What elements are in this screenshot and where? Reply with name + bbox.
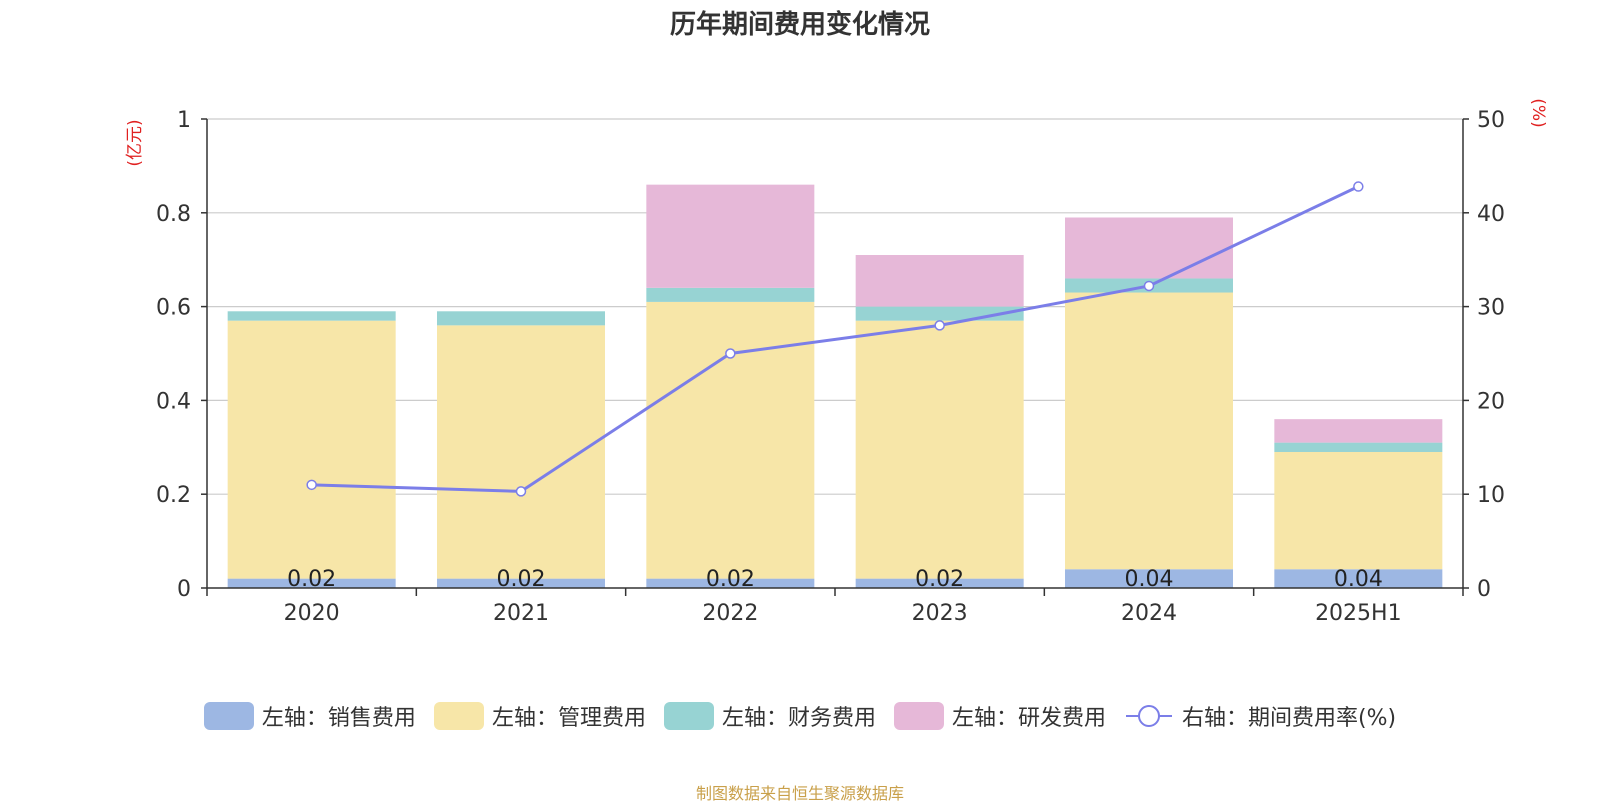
chart-title: 历年期间费用变化情况 [669, 10, 930, 40]
rate-line [311, 185, 1359, 493]
x-axis-tick-label: 2020 [284, 601, 340, 626]
rate-point [515, 486, 527, 497]
legend-swatch-sales [203, 702, 254, 730]
bar-data-label: 0.02 [706, 567, 755, 592]
legend-label-rate: 右轴：期间费用率(%) [1181, 706, 1397, 731]
bar-data-label: 0.02 [497, 567, 546, 592]
x-axis-tick-label: 2025H1 [1315, 601, 1402, 626]
left-axis-unit-label: (亿元) [125, 119, 145, 166]
bar-segment-0 [1274, 569, 1443, 588]
bar-segment-0 [1065, 569, 1233, 588]
right-axis-tick-label: 30 [1477, 296, 1505, 321]
right-axis-unit-label: (%) [1528, 98, 1548, 127]
bar-segment-3 [646, 184, 815, 288]
legend-label-admin: 左轴：管理费用 [491, 706, 646, 731]
bar-segment-3 [855, 255, 1024, 307]
left-axis-tick-label: 1 [177, 108, 191, 133]
left-axis-tick-label: 0.8 [156, 202, 191, 227]
bar-segment-1 [227, 320, 396, 579]
bar-segment-2 [227, 311, 396, 321]
bar-data-label: 0.04 [1125, 567, 1174, 592]
source-note: 制图数据来自恒生聚源数据库 [695, 784, 904, 803]
legend-item-finance[interactable]: 左轴：财务费用 [663, 700, 876, 732]
rate-point [1353, 181, 1364, 192]
legend-label-rd: 左轴：研发费用 [951, 706, 1106, 731]
legend-swatch-finance [663, 702, 714, 730]
legend-label-finance: 左轴：财务费用 [721, 706, 876, 731]
bar-segment-0 [646, 578, 815, 588]
bar-segment-2 [437, 311, 605, 326]
left-axis-tick-label: 0.6 [156, 296, 191, 321]
legend: 左轴：销售费用 左轴：管理费用 左轴：财务费用 左轴：研发费用 右轴：期间费用率… [0, 700, 1600, 732]
x-axis-tick-label: 2021 [493, 601, 549, 626]
legend-item-rate[interactable]: 右轴：期间费用率(%) [1124, 700, 1396, 732]
right-axis-tick-label: 50 [1477, 108, 1505, 133]
legend-item-admin[interactable]: 左轴：管理费用 [433, 700, 646, 732]
left-axis-tick-label: 0 [177, 577, 191, 602]
bar-segment-2 [646, 287, 815, 302]
rate-point [306, 479, 317, 491]
bar-segment-1 [1274, 451, 1443, 570]
right-axis-tick-label: 20 [1477, 389, 1505, 414]
right-axis-tick-label: 10 [1477, 483, 1505, 508]
x-axis-tick-label: 2023 [912, 601, 968, 626]
bar-segment-0 [855, 578, 1024, 588]
left-axis-tick-label: 0.2 [156, 483, 191, 508]
bar-segment-1 [855, 320, 1024, 579]
bar-segment-3 [1065, 217, 1233, 279]
bar-segment-1 [1065, 292, 1233, 570]
legend-swatch-rd [893, 702, 944, 730]
bar-segment-0 [437, 578, 605, 588]
legend-swatch-admin [433, 702, 484, 730]
rate-point [934, 320, 945, 331]
right-axis-tick-label: 0 [1477, 577, 1491, 602]
bar-segment-1 [437, 325, 605, 579]
legend-item-sales[interactable]: 左轴：销售费用 [203, 700, 416, 732]
right-axis-tick-label: 40 [1477, 202, 1505, 227]
legend-line-marker-icon [1125, 705, 1172, 727]
bar-segment-2 [1274, 442, 1443, 452]
legend-item-rd[interactable]: 左轴：研发费用 [893, 700, 1106, 732]
left-axis-tick-label: 0.4 [156, 389, 191, 414]
bar-data-label: 0.04 [1334, 567, 1383, 592]
x-axis-tick-label: 2022 [702, 601, 758, 626]
legend-label-sales: 左轴：销售费用 [261, 706, 416, 731]
bar-segment-0 [227, 578, 396, 588]
x-axis-tick-label: 2024 [1121, 601, 1177, 626]
rate-point [1143, 280, 1155, 292]
bar-data-label: 0.02 [915, 567, 964, 592]
bar-segment-3 [1274, 419, 1443, 443]
bar-segment-1 [646, 301, 815, 579]
rate-point [725, 348, 736, 359]
bar-data-label: 0.02 [287, 567, 336, 592]
